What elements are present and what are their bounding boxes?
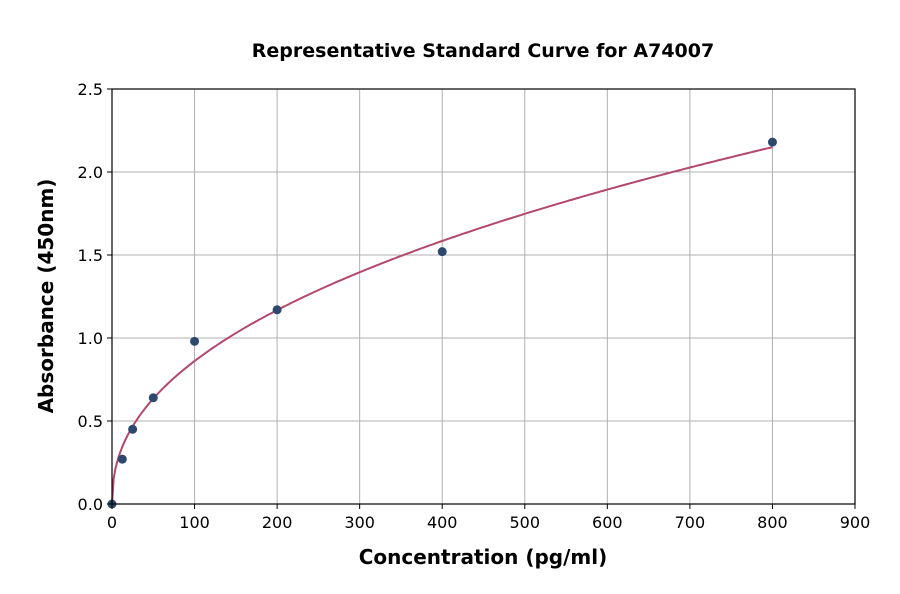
x-tick-label: 100 xyxy=(179,513,210,532)
fit-curve xyxy=(111,146,773,505)
y-tick-label: 0.5 xyxy=(78,412,103,431)
x-tick-label: 700 xyxy=(675,513,706,532)
y-axis-label: Absorbance (450nm) xyxy=(34,179,58,414)
data-point xyxy=(128,424,138,434)
y-tick-label: 2.0 xyxy=(78,163,103,182)
x-tick-label: 600 xyxy=(592,513,623,532)
data-point xyxy=(148,393,158,403)
data-point xyxy=(437,247,447,257)
x-axis-ticks: 0 100 200 300 400 500 600 700 800 900 xyxy=(107,504,870,532)
fit-curve-line xyxy=(111,146,773,505)
x-tick-label: 500 xyxy=(510,513,541,532)
data-point xyxy=(272,305,282,315)
x-tick-label: 0 xyxy=(107,513,117,532)
x-tick-label: 200 xyxy=(262,513,293,532)
chart-title: Representative Standard Curve for A74007 xyxy=(252,40,714,62)
y-tick-label: 0.0 xyxy=(78,495,103,514)
x-tick-label: 800 xyxy=(757,513,788,532)
x-tick-label: 400 xyxy=(427,513,458,532)
y-tick-label: 2.5 xyxy=(78,80,103,99)
data-point xyxy=(117,454,127,464)
y-axis-ticks: 0.0 0.5 1.0 1.5 2.0 2.5 xyxy=(78,80,112,514)
x-tick-label: 300 xyxy=(344,513,375,532)
data-point xyxy=(190,336,200,346)
plot-frame xyxy=(111,88,856,505)
y-tick-label: 1.0 xyxy=(78,329,103,348)
x-axis-label: Concentration (pg/ml) xyxy=(359,545,608,569)
data-points xyxy=(107,137,777,509)
grid xyxy=(112,89,855,504)
x-tick-label: 900 xyxy=(840,513,871,532)
y-tick-label: 1.5 xyxy=(78,246,103,265)
data-point xyxy=(767,137,777,147)
